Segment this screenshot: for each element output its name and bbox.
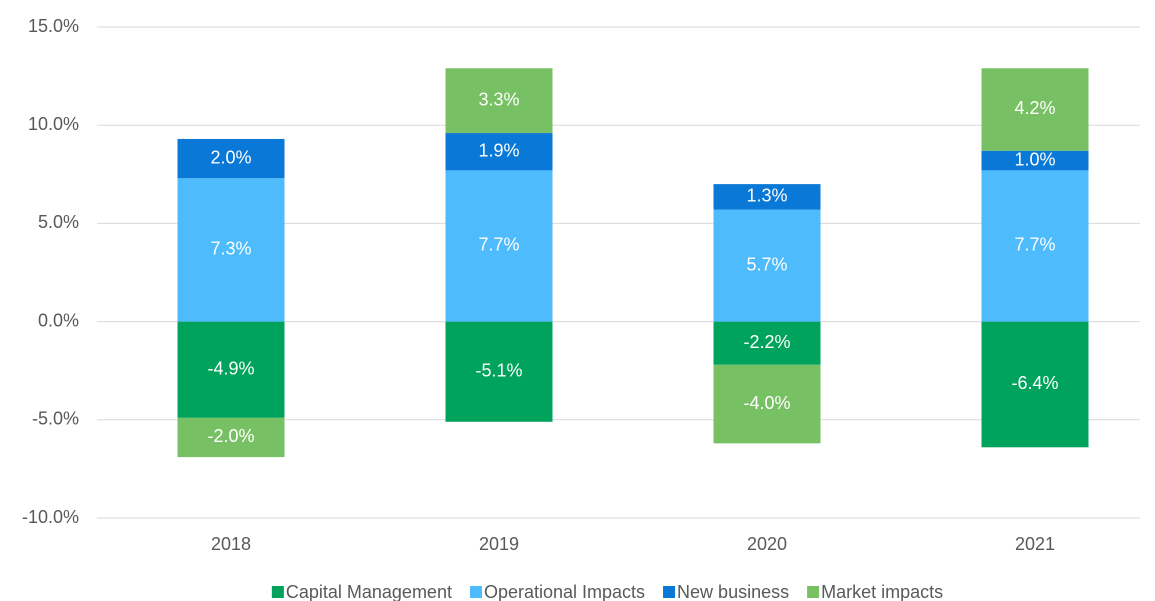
value-label: 4.2% xyxy=(1014,98,1055,118)
legend-swatch xyxy=(663,586,676,598)
bar-segment xyxy=(713,364,821,444)
x-tick-label: 2021 xyxy=(1015,534,1055,554)
value-label: 2.0% xyxy=(210,147,251,167)
value-label: 1.9% xyxy=(478,140,519,160)
bar-segment xyxy=(713,209,821,322)
legend-swatch xyxy=(469,586,482,598)
bar-segment xyxy=(177,321,285,418)
x-tick-label: 2019 xyxy=(479,534,519,554)
bar-segment xyxy=(445,321,553,422)
value-label: -5.1% xyxy=(475,360,522,380)
bar-segment xyxy=(981,68,1089,151)
legend-swatch xyxy=(271,586,284,598)
legend-label: New business xyxy=(677,582,789,601)
bar-segment xyxy=(713,321,821,365)
y-tick-label: -10.0% xyxy=(22,507,79,527)
legend-label: Capital Management xyxy=(286,582,452,601)
bar-segment xyxy=(981,321,1089,448)
value-label: 7.7% xyxy=(478,235,519,255)
x-tick-label: 2018 xyxy=(211,534,251,554)
value-label: -4.0% xyxy=(743,393,790,413)
value-label: -2.2% xyxy=(743,332,790,352)
value-label: -2.0% xyxy=(207,426,254,446)
x-tick-label: 2020 xyxy=(747,534,787,554)
bar-segment xyxy=(713,184,821,210)
value-label: 7.3% xyxy=(210,239,251,259)
value-label: 1.0% xyxy=(1014,149,1055,169)
value-label: 3.3% xyxy=(478,89,519,109)
value-label: 5.7% xyxy=(746,254,787,274)
legend-label: Operational Impacts xyxy=(484,582,645,601)
legend-label: Market impacts xyxy=(821,582,943,601)
bar-segment xyxy=(445,170,553,322)
value-label: 7.7% xyxy=(1014,235,1055,255)
legend-swatch xyxy=(807,586,820,598)
bar-segment xyxy=(445,133,553,171)
value-label: -6.4% xyxy=(1011,373,1058,393)
y-tick-label: 5.0% xyxy=(38,212,79,232)
y-tick-label: 15.0% xyxy=(28,16,79,36)
bar-segment xyxy=(445,68,553,134)
y-tick-label: 10.0% xyxy=(28,114,79,134)
bar-segment xyxy=(177,417,285,458)
bar-segment xyxy=(981,170,1089,322)
value-label: 1.3% xyxy=(746,186,787,206)
y-tick-label: -5.0% xyxy=(32,409,79,429)
y-tick-label: 0.0% xyxy=(38,310,79,330)
bar-segment xyxy=(177,138,285,179)
bar-segment xyxy=(981,150,1089,171)
value-label: -4.9% xyxy=(207,358,254,378)
bar-segment xyxy=(177,178,285,322)
